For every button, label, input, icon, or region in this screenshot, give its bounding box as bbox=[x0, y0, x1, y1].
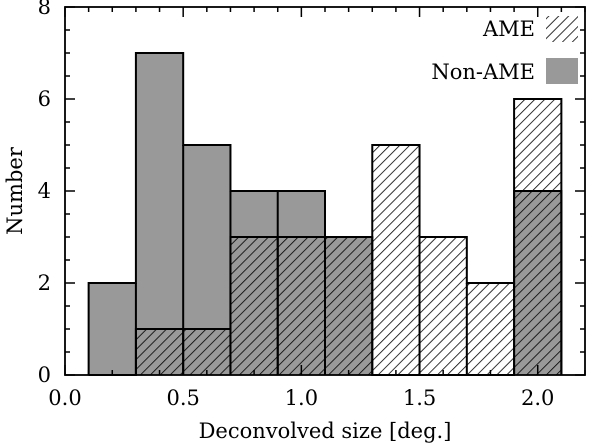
y-axis-label: Number bbox=[3, 146, 27, 235]
legend: AME Non-AME bbox=[431, 16, 578, 84]
x-tick-label: 1.0 bbox=[285, 386, 318, 410]
non-ame-bar bbox=[135, 53, 184, 375]
ame-bar bbox=[466, 283, 515, 375]
legend-swatch-non-ame bbox=[546, 58, 578, 84]
histogram-outlines bbox=[87, 52, 563, 376]
legend-swatch-ame bbox=[546, 16, 578, 42]
x-axis-label: Deconvolved size [deg.] bbox=[199, 419, 452, 443]
y-tick-label: 2 bbox=[38, 271, 51, 295]
ame-bar bbox=[372, 145, 420, 375]
ame-bar bbox=[514, 99, 562, 375]
legend-label-ame: AME bbox=[482, 17, 535, 41]
ame-bar bbox=[135, 329, 184, 375]
y-axis-ticks: 0 2 4 6 8 bbox=[38, 0, 585, 387]
y-tick-label: 8 bbox=[38, 0, 51, 19]
y-tick-label: 4 bbox=[38, 179, 51, 203]
x-tick-label: 0.5 bbox=[166, 386, 199, 410]
y-tick-label: 0 bbox=[38, 363, 51, 387]
ame-bar bbox=[419, 237, 467, 375]
y-tick-label: 6 bbox=[38, 87, 51, 111]
ame-bar bbox=[183, 329, 231, 375]
x-axis-ticks: 0.0 0.5 1.0 1.5 2.0 bbox=[48, 7, 586, 410]
ame-outline bbox=[88, 98, 563, 376]
x-tick-label: 0.0 bbox=[48, 386, 81, 410]
x-tick-label: 2.0 bbox=[521, 386, 554, 410]
x-tick-label: 1.5 bbox=[403, 386, 436, 410]
ame-bar bbox=[325, 237, 373, 375]
ame-bar bbox=[277, 237, 325, 375]
legend-label-non-ame: Non-AME bbox=[431, 60, 535, 84]
ame-bar bbox=[230, 237, 278, 375]
ame-bars bbox=[135, 99, 562, 375]
non-ame-bar bbox=[88, 283, 136, 375]
